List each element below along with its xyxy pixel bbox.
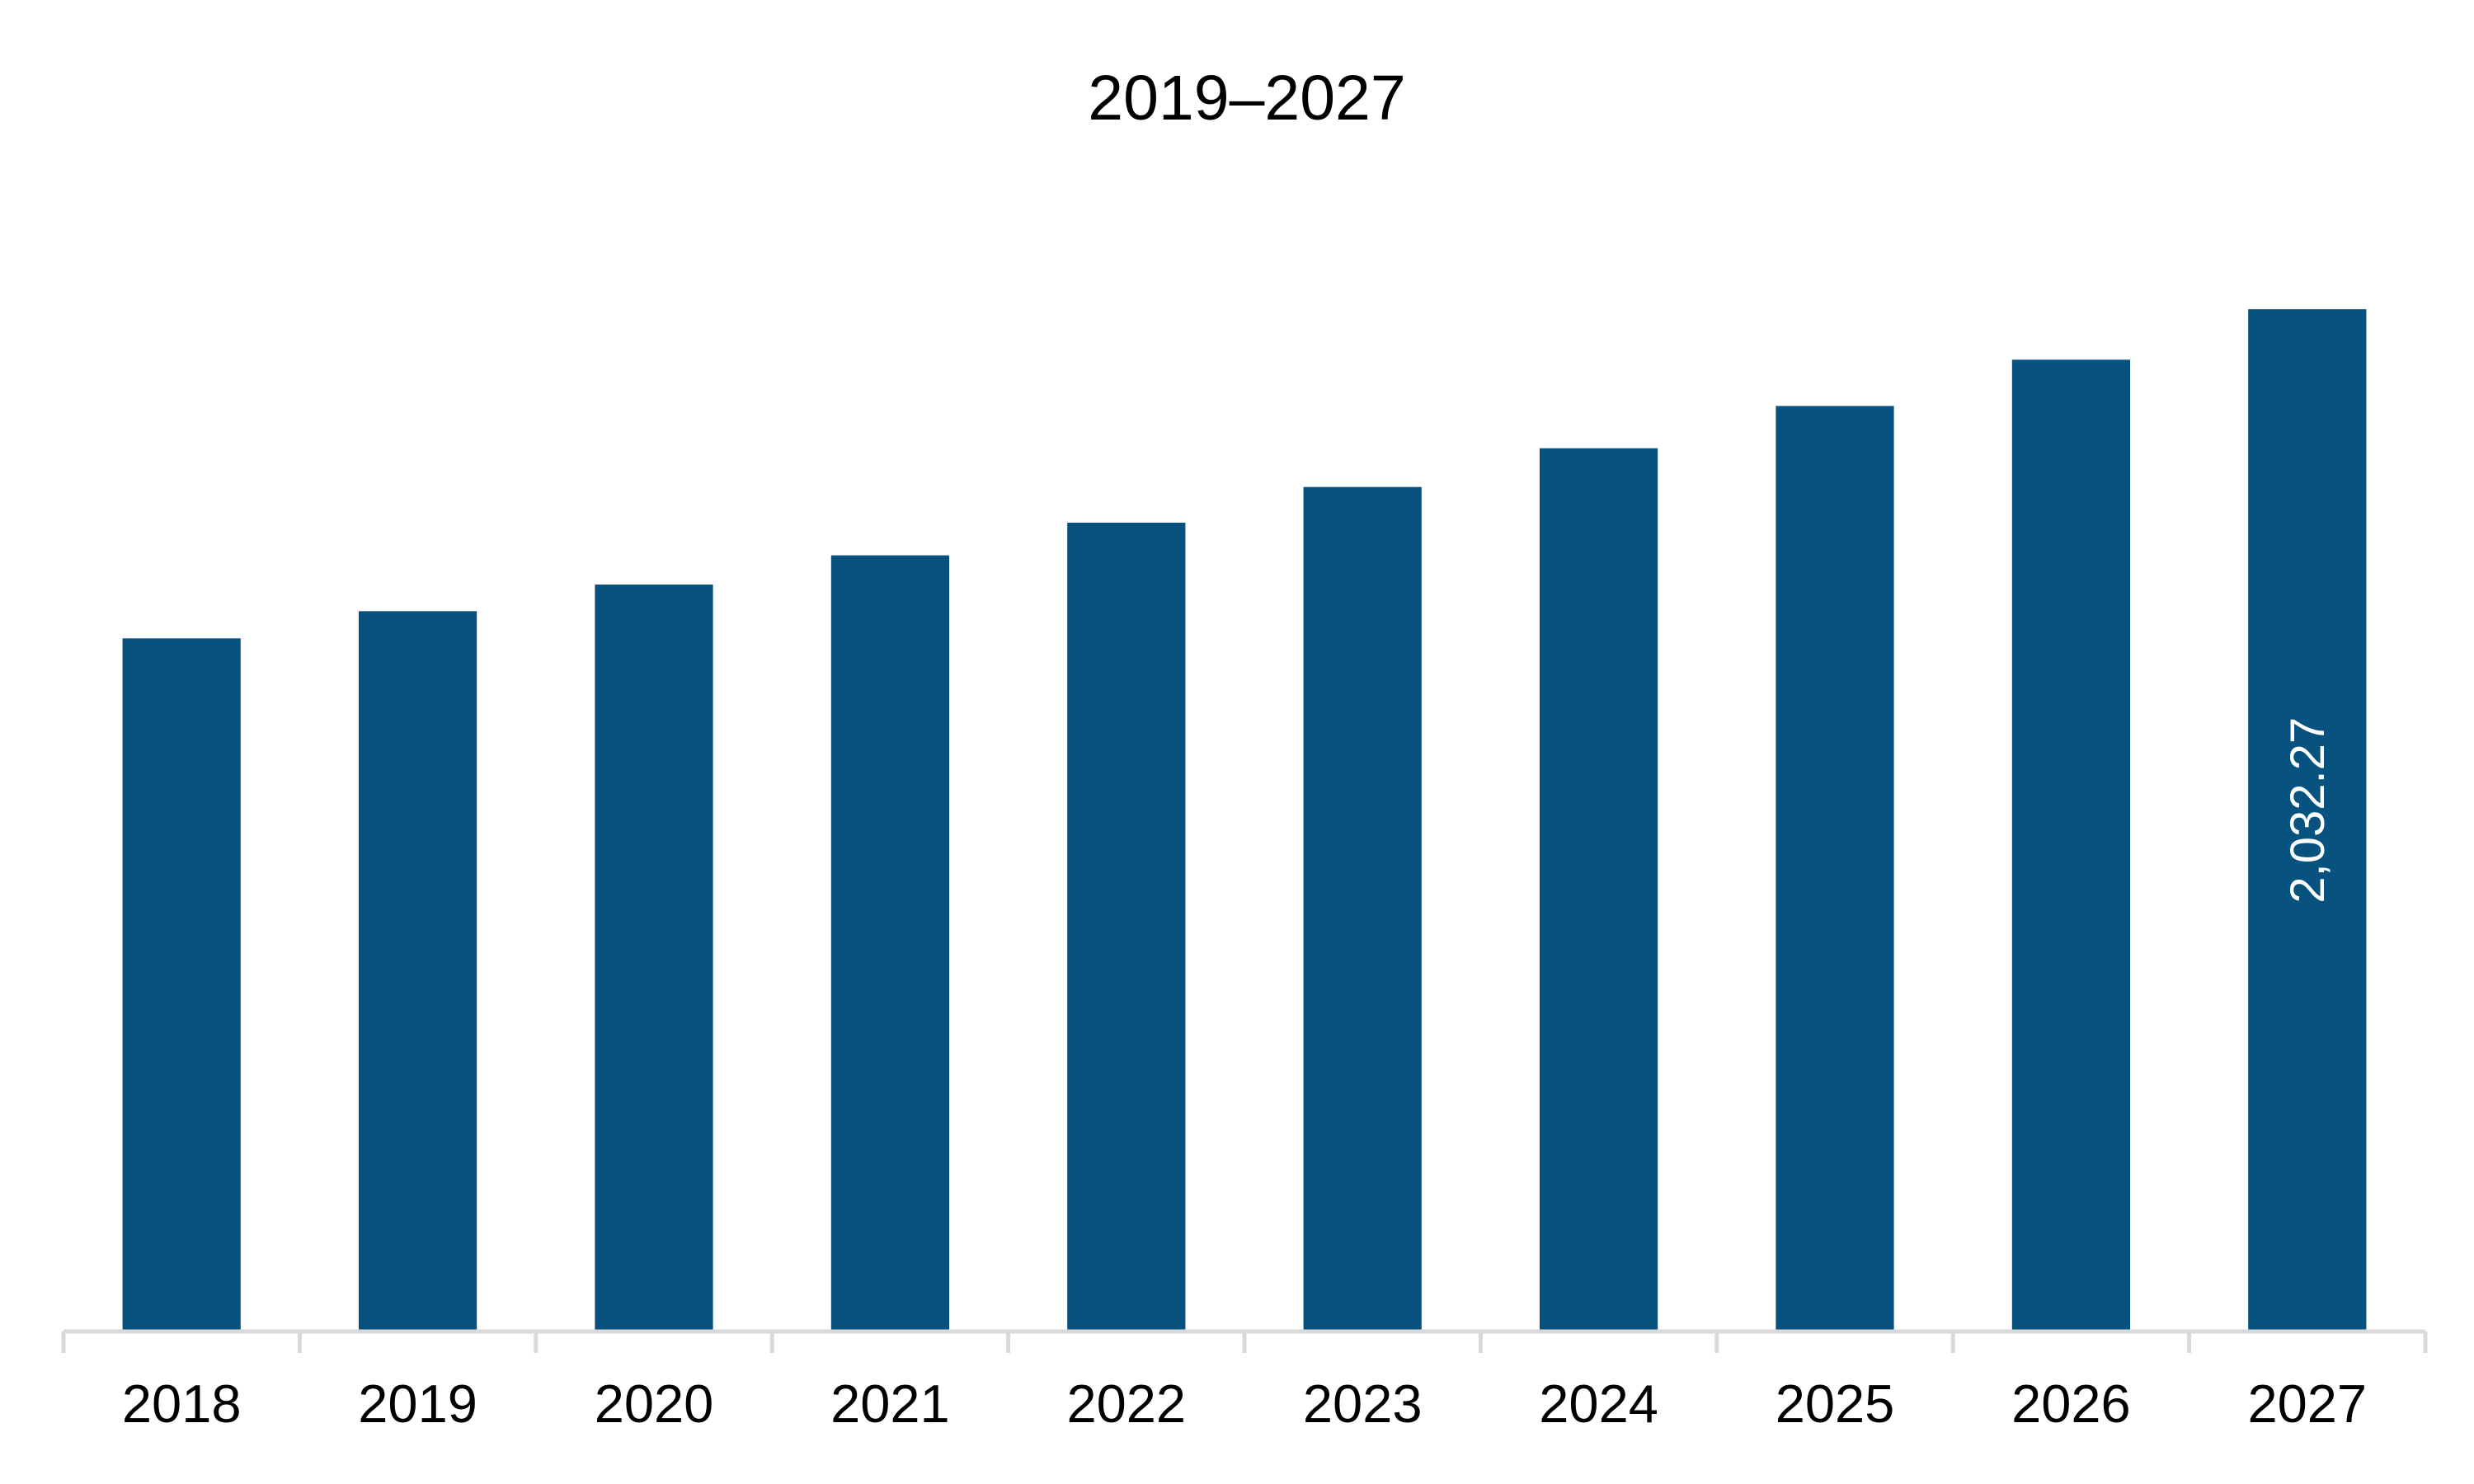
bar-2026 [2011,359,2130,1331]
bar-2025 [1776,406,1894,1331]
x-tick-label-2019: 2019 [358,1374,477,1434]
data-labels-group: 2,032.27 [2281,717,2335,904]
x-tick-label-2021: 2021 [830,1374,950,1434]
x-axis: 2018 2019 2020 2021 2022 2023 2024 2025 2026 2027 [61,1329,2428,1434]
bar-2022 [1067,523,1186,1331]
x-tick-label-2023: 2023 [1303,1374,1423,1434]
bar-2024 [1540,448,1658,1332]
bar-2027 [2248,309,2367,1332]
x-tick-label-2026: 2026 [2011,1374,2131,1434]
x-tick-label-2027: 2027 [2247,1374,2367,1434]
x-tick-label-2020: 2020 [595,1374,714,1434]
bar-2018 [122,638,241,1331]
bar-2019 [359,611,477,1331]
bars-group [122,309,2367,1332]
x-tick-label-2024: 2024 [1539,1374,1658,1434]
data-label-2027: 2,032.27 [2281,717,2335,904]
bar-2023 [1303,486,1422,1332]
x-tick-label-2018: 2018 [122,1374,242,1434]
bar-2020 [595,585,713,1331]
x-tick-label-2025: 2025 [1776,1374,1895,1434]
bar-2021 [830,555,949,1331]
x-tick-label-2022: 2022 [1066,1374,1186,1434]
chart-title: 2019–2027 [1088,63,1405,134]
